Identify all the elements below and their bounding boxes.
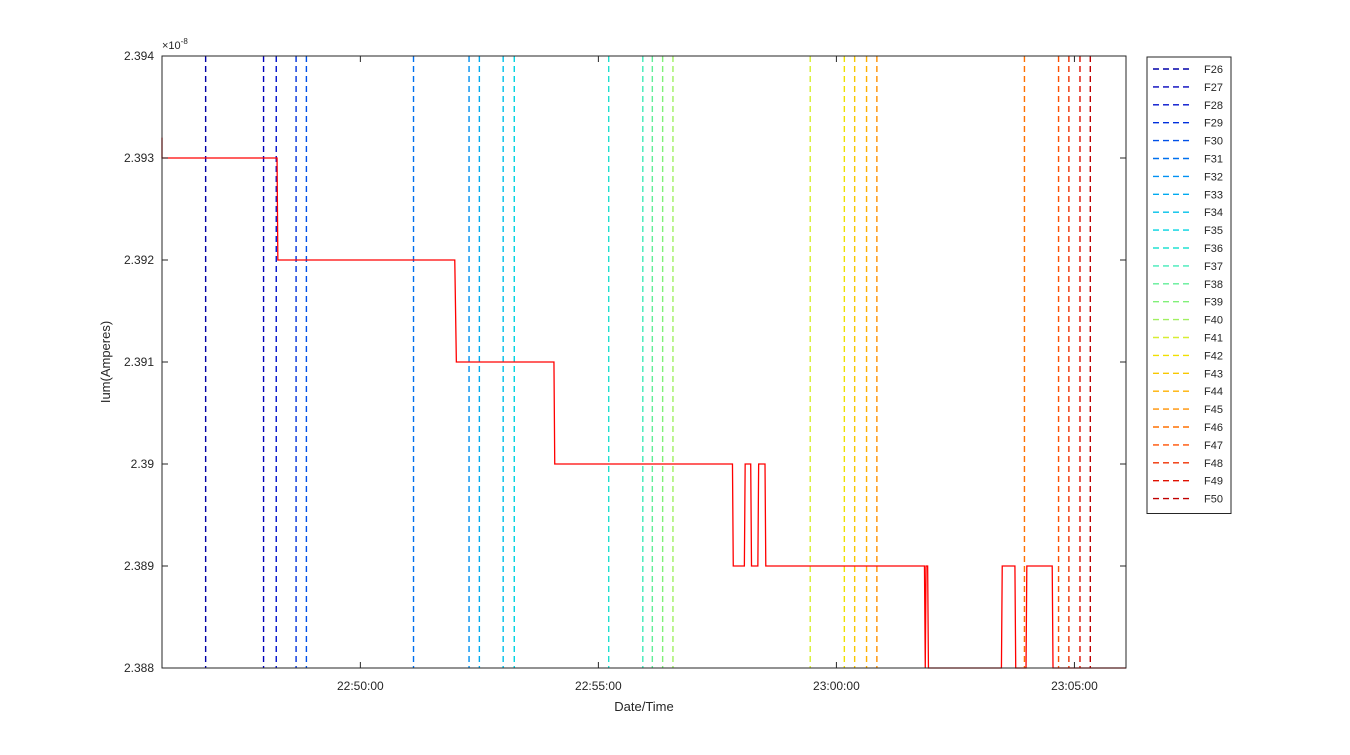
- legend-label: F48: [1204, 458, 1223, 470]
- legend-item-f43[interactable]: F43: [1153, 368, 1223, 380]
- series-layer: [161, 137, 1126, 669]
- y-tick-label: 2.389: [124, 559, 154, 573]
- x-axis-label: Date/Time: [614, 699, 673, 714]
- legend-label: F38: [1204, 279, 1223, 291]
- legend-label: F36: [1204, 243, 1223, 255]
- legend-item-f42[interactable]: F42: [1153, 350, 1223, 362]
- legend-item-f44[interactable]: F44: [1153, 386, 1223, 398]
- legend-item-f39[interactable]: F39: [1153, 297, 1223, 309]
- legend-item-f41[interactable]: F41: [1153, 333, 1223, 345]
- x-tick-label: 22:50:00: [337, 679, 384, 693]
- legend-label: F26: [1204, 64, 1223, 76]
- y-tick-label: 2.393: [124, 151, 154, 165]
- x-tick-label: 22:55:00: [575, 679, 622, 693]
- legend-label: F39: [1204, 297, 1223, 309]
- legend-item-f45[interactable]: F45: [1153, 404, 1223, 416]
- legend-label: F31: [1204, 154, 1223, 166]
- legend-item-f33[interactable]: F33: [1153, 189, 1223, 201]
- legend-item-f47[interactable]: F47: [1153, 440, 1223, 452]
- legend-label: F46: [1204, 422, 1223, 434]
- legend-label: F29: [1204, 118, 1223, 130]
- legend-label: F43: [1204, 368, 1223, 380]
- legend-label: F45: [1204, 404, 1223, 416]
- legend-item-f26[interactable]: F26: [1153, 64, 1223, 76]
- legend-item-f30[interactable]: F30: [1153, 136, 1223, 148]
- legend-label: F30: [1204, 136, 1223, 148]
- legend-label: F28: [1204, 100, 1223, 112]
- legend-item-f35[interactable]: F35: [1153, 225, 1223, 237]
- y-tick-label: 2.388: [124, 661, 154, 675]
- legend-label: F27: [1204, 82, 1223, 94]
- legend-item-f40[interactable]: F40: [1153, 315, 1223, 327]
- legend-label: F35: [1204, 225, 1223, 237]
- legend-item-f36[interactable]: F36: [1153, 243, 1223, 255]
- y-tick-label: 2.394: [124, 49, 154, 63]
- legend-label: F32: [1204, 171, 1223, 183]
- legend-item-f48[interactable]: F48: [1153, 458, 1223, 470]
- legend-label: F37: [1204, 261, 1223, 273]
- legend-item-f28[interactable]: F28: [1153, 100, 1223, 112]
- y-tick-label: 2.39: [131, 457, 155, 471]
- y-exponent-label: ×10-8: [162, 37, 188, 52]
- legend-item-f32[interactable]: F32: [1153, 171, 1223, 183]
- legend-label: F40: [1204, 315, 1223, 327]
- x-axis: 22:50:00 22:55:00 23:00:00 23:05:00: [337, 56, 1098, 693]
- legend-item-f27[interactable]: F27: [1153, 82, 1223, 94]
- legend-item-f34[interactable]: F34: [1153, 207, 1223, 219]
- legend-label: F34: [1204, 207, 1223, 219]
- x-tick-label: 23:05:00: [1051, 679, 1098, 693]
- legend-item-f29[interactable]: F29: [1153, 118, 1223, 130]
- legend-label: F33: [1204, 189, 1223, 201]
- legend-item-f50[interactable]: F50: [1153, 494, 1223, 506]
- y-axis: 2.388 2.389 2.39 2.391 2.392 2.393 2.394: [124, 49, 1126, 675]
- x-tick-label: 23:00:00: [813, 679, 860, 693]
- legend-item-f46[interactable]: F46: [1153, 422, 1223, 434]
- legend[interactable]: F26 F27 F28 F29 F30 F31 F32 F33 F34 F35 F36 F37 F38 F…: [1146, 56, 1232, 514]
- y-tick-label: 2.391: [124, 355, 154, 369]
- legend-label: F41: [1204, 333, 1223, 345]
- legend-item-f37[interactable]: F37: [1153, 261, 1223, 273]
- legend-item-f38[interactable]: F38: [1153, 279, 1223, 291]
- legend-item-f49[interactable]: F49: [1153, 476, 1223, 488]
- data-series-line-0: [161, 137, 1126, 669]
- legend-label: F44: [1204, 386, 1223, 398]
- legend-label: F42: [1204, 350, 1223, 362]
- legend-label: F49: [1204, 476, 1223, 488]
- y-tick-label: 2.392: [124, 253, 154, 267]
- legend-box: [1146, 56, 1232, 514]
- legend-label: F47: [1204, 440, 1223, 452]
- legend-label: F50: [1204, 494, 1223, 506]
- plot-area: [162, 56, 1126, 668]
- legend-item-f31[interactable]: F31: [1153, 154, 1223, 166]
- y-axis-label: Ium(Amperes): [98, 321, 113, 403]
